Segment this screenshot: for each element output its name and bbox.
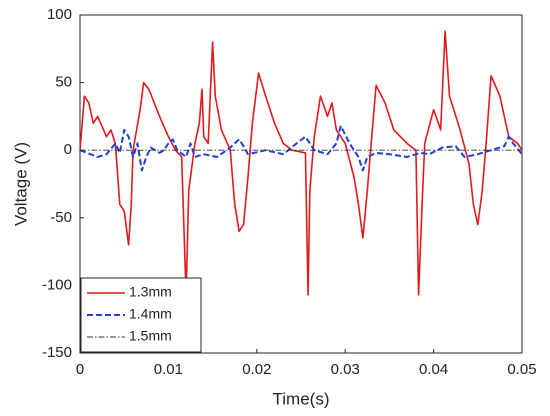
legend-label: 1.4mm xyxy=(129,306,172,322)
series-line xyxy=(79,30,523,296)
y-tick-label: -100 xyxy=(42,276,72,293)
series-line xyxy=(79,124,523,172)
y-tick-label: -50 xyxy=(50,209,72,226)
x-axis-title: Time(s) xyxy=(273,389,330,408)
x-tick-label: 0.01 xyxy=(154,361,183,378)
y-tick-label: 100 xyxy=(47,6,72,23)
x-tick-label: 0.03 xyxy=(331,361,360,378)
y-tick-label: 50 xyxy=(55,74,72,91)
y-tick-label: 0 xyxy=(64,141,72,158)
x-tick-label: 0.02 xyxy=(242,361,271,378)
legend-label: 1.3mm xyxy=(129,284,172,300)
y-axis-title: Voltage (V) xyxy=(11,142,30,226)
legend-box xyxy=(80,277,202,353)
legend-label: 1.5mm xyxy=(129,328,172,344)
x-tick-label: 0.05 xyxy=(507,361,536,378)
y-tick-label: -150 xyxy=(42,344,72,361)
x-tick-label: 0.04 xyxy=(419,361,448,378)
x-tick-label: 0 xyxy=(76,361,84,378)
